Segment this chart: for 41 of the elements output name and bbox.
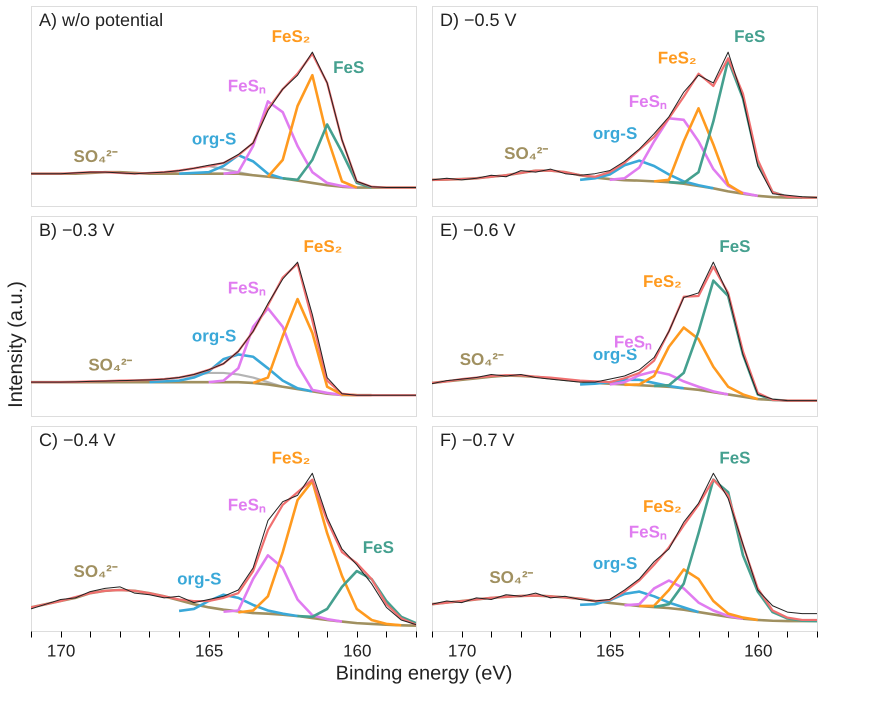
series-label: SO₄²⁻ [74,147,118,166]
series-label: FeSₙ [228,278,266,298]
text: FeS₂ [642,497,682,516]
chart-title: F) −0.7 V [440,430,515,450]
x-tick-label: 160 [744,642,772,660]
series-label: SO₄²⁻ [88,355,133,374]
x-tick-label: 165 [596,642,624,660]
chart-title: C) −0.4 V [39,430,116,450]
series-label: org-S [592,124,638,144]
text: FeS₂ [658,48,697,68]
text: FeSₙ [228,496,266,515]
x-tick-label: 165 [195,642,224,660]
series-label: FeS [719,237,751,256]
series-label: org-S [192,326,236,346]
x-tick-label: 170 [46,642,76,660]
series-label: SO₄²⁻ [74,562,118,581]
chart-title: D) −0.5 V [440,10,517,30]
series-label: FeS [719,448,751,468]
series-label: SO₄²⁻ [460,350,504,370]
x-tick-label: 160 [343,642,372,660]
series-label: org-S [177,570,222,589]
text: FeSₙ [628,522,667,542]
x-tick-label: 170 [448,642,476,660]
series-label: FeS₂ [272,27,310,46]
chart-title: E) −0.6 V [440,220,516,240]
x-axis-title: Binding energy (eV) [336,662,512,684]
series-label: FeSₙ [228,76,266,96]
text: FeS [333,58,364,77]
chart-title: B) −0.3 V [39,220,115,240]
series-label: org-S [192,129,236,148]
series-label: SO₄²⁻ [504,144,548,164]
series-label: FeSₙ [628,92,667,111]
series-label: FeS [362,538,394,558]
text: FeS₂ [304,237,342,256]
chart-title: A) w/o potential [39,10,164,30]
series-label: FeS₂ [272,448,310,468]
series-label: SO₄²⁻ [489,568,534,588]
series-label: FeS [734,27,766,46]
text: FeS₂ [642,272,682,291]
y-axis-title: Intensity (a.u.) [5,281,27,408]
series-label: org-S [592,554,638,573]
